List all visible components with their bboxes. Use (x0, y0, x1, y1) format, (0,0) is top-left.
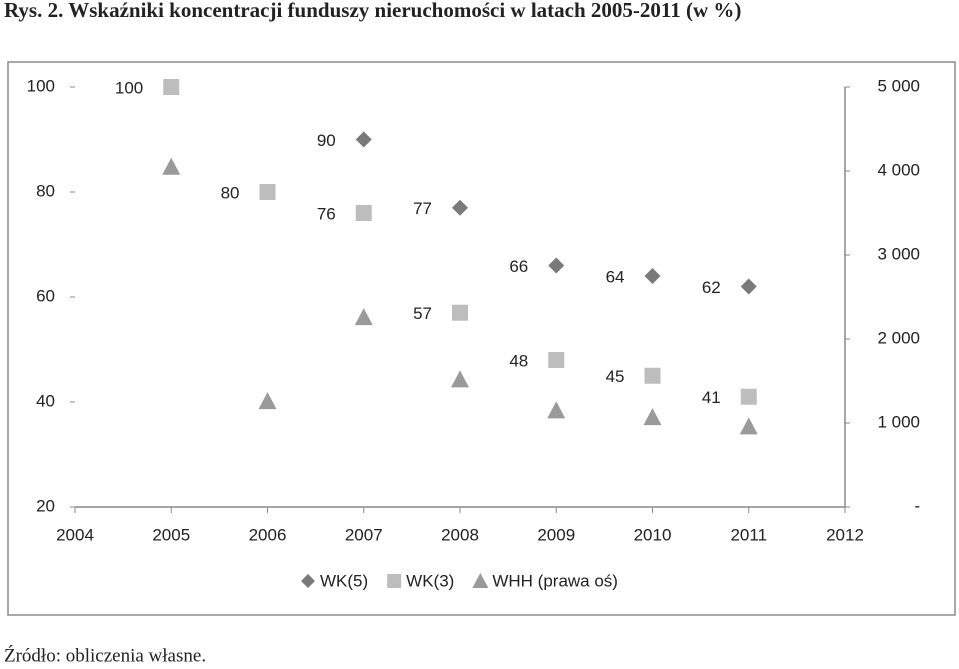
legend-marker (301, 574, 315, 588)
y2-tick-label: 3 000 (877, 244, 920, 263)
figure-title: Rys. 2. Wskaźniki koncentracji funduszy … (4, 0, 741, 22)
x-tick-label: 2012 (826, 525, 864, 544)
data-label: 48 (509, 351, 528, 370)
data-label: 76 (317, 204, 336, 223)
x-tick-label: 2009 (537, 525, 575, 544)
y-tick-label: 20 (36, 496, 55, 515)
data-label: 80 (221, 183, 240, 202)
legend-label: WHH (prawa oś) (492, 571, 618, 590)
y-tick-label: 40 (36, 391, 55, 410)
data-label: 41 (702, 388, 721, 407)
point (548, 257, 565, 274)
point (259, 184, 276, 200)
legend-label: WK(5) (320, 571, 368, 590)
point (163, 79, 180, 95)
point (739, 417, 758, 435)
chart-frame (7, 61, 956, 616)
point (740, 278, 757, 295)
point (740, 388, 757, 405)
y2-tick-label: 4 000 (877, 160, 920, 179)
point (644, 367, 661, 384)
y2-tick-label: 1 000 (877, 412, 920, 431)
data-label: 100 (115, 78, 143, 97)
x-tick-label: 2008 (441, 525, 479, 544)
point (451, 370, 469, 388)
point (643, 408, 662, 426)
x-tick-label: 2010 (634, 525, 672, 544)
legend-marker (387, 574, 402, 588)
data-label: 64 (606, 267, 625, 286)
point (547, 401, 566, 419)
data-label: 57 (413, 304, 432, 323)
x-tick-label: 2011 (730, 525, 767, 544)
point (452, 199, 468, 216)
x-tick-label: 2007 (345, 525, 383, 544)
point (162, 157, 181, 175)
data-label: 62 (702, 278, 721, 297)
legend-label: WK(3) (406, 571, 454, 590)
y-tick-label: 80 (36, 181, 55, 200)
point (452, 304, 468, 321)
x-tick-label: 2006 (249, 525, 287, 544)
source-note: Źródło: obliczenia własne. (4, 644, 206, 666)
y2-tick-label: - (914, 496, 920, 515)
x-tick-label: 2004 (56, 525, 94, 544)
y-tick-label: 100 (27, 76, 55, 95)
y2-tick-label: 2 000 (877, 328, 920, 347)
point (548, 352, 565, 368)
point (355, 205, 372, 221)
x-tick-label: 2005 (152, 525, 190, 544)
point (644, 268, 661, 284)
data-label: 66 (509, 257, 528, 276)
data-label: 77 (413, 199, 432, 218)
point (355, 131, 372, 148)
point (258, 392, 277, 410)
y2-tick-label: 5 000 (877, 76, 920, 95)
data-label: 45 (606, 367, 625, 386)
point (354, 308, 373, 326)
legend-marker (472, 573, 489, 588)
data-label: 90 (317, 131, 336, 150)
y-tick-label: 60 (36, 286, 55, 305)
